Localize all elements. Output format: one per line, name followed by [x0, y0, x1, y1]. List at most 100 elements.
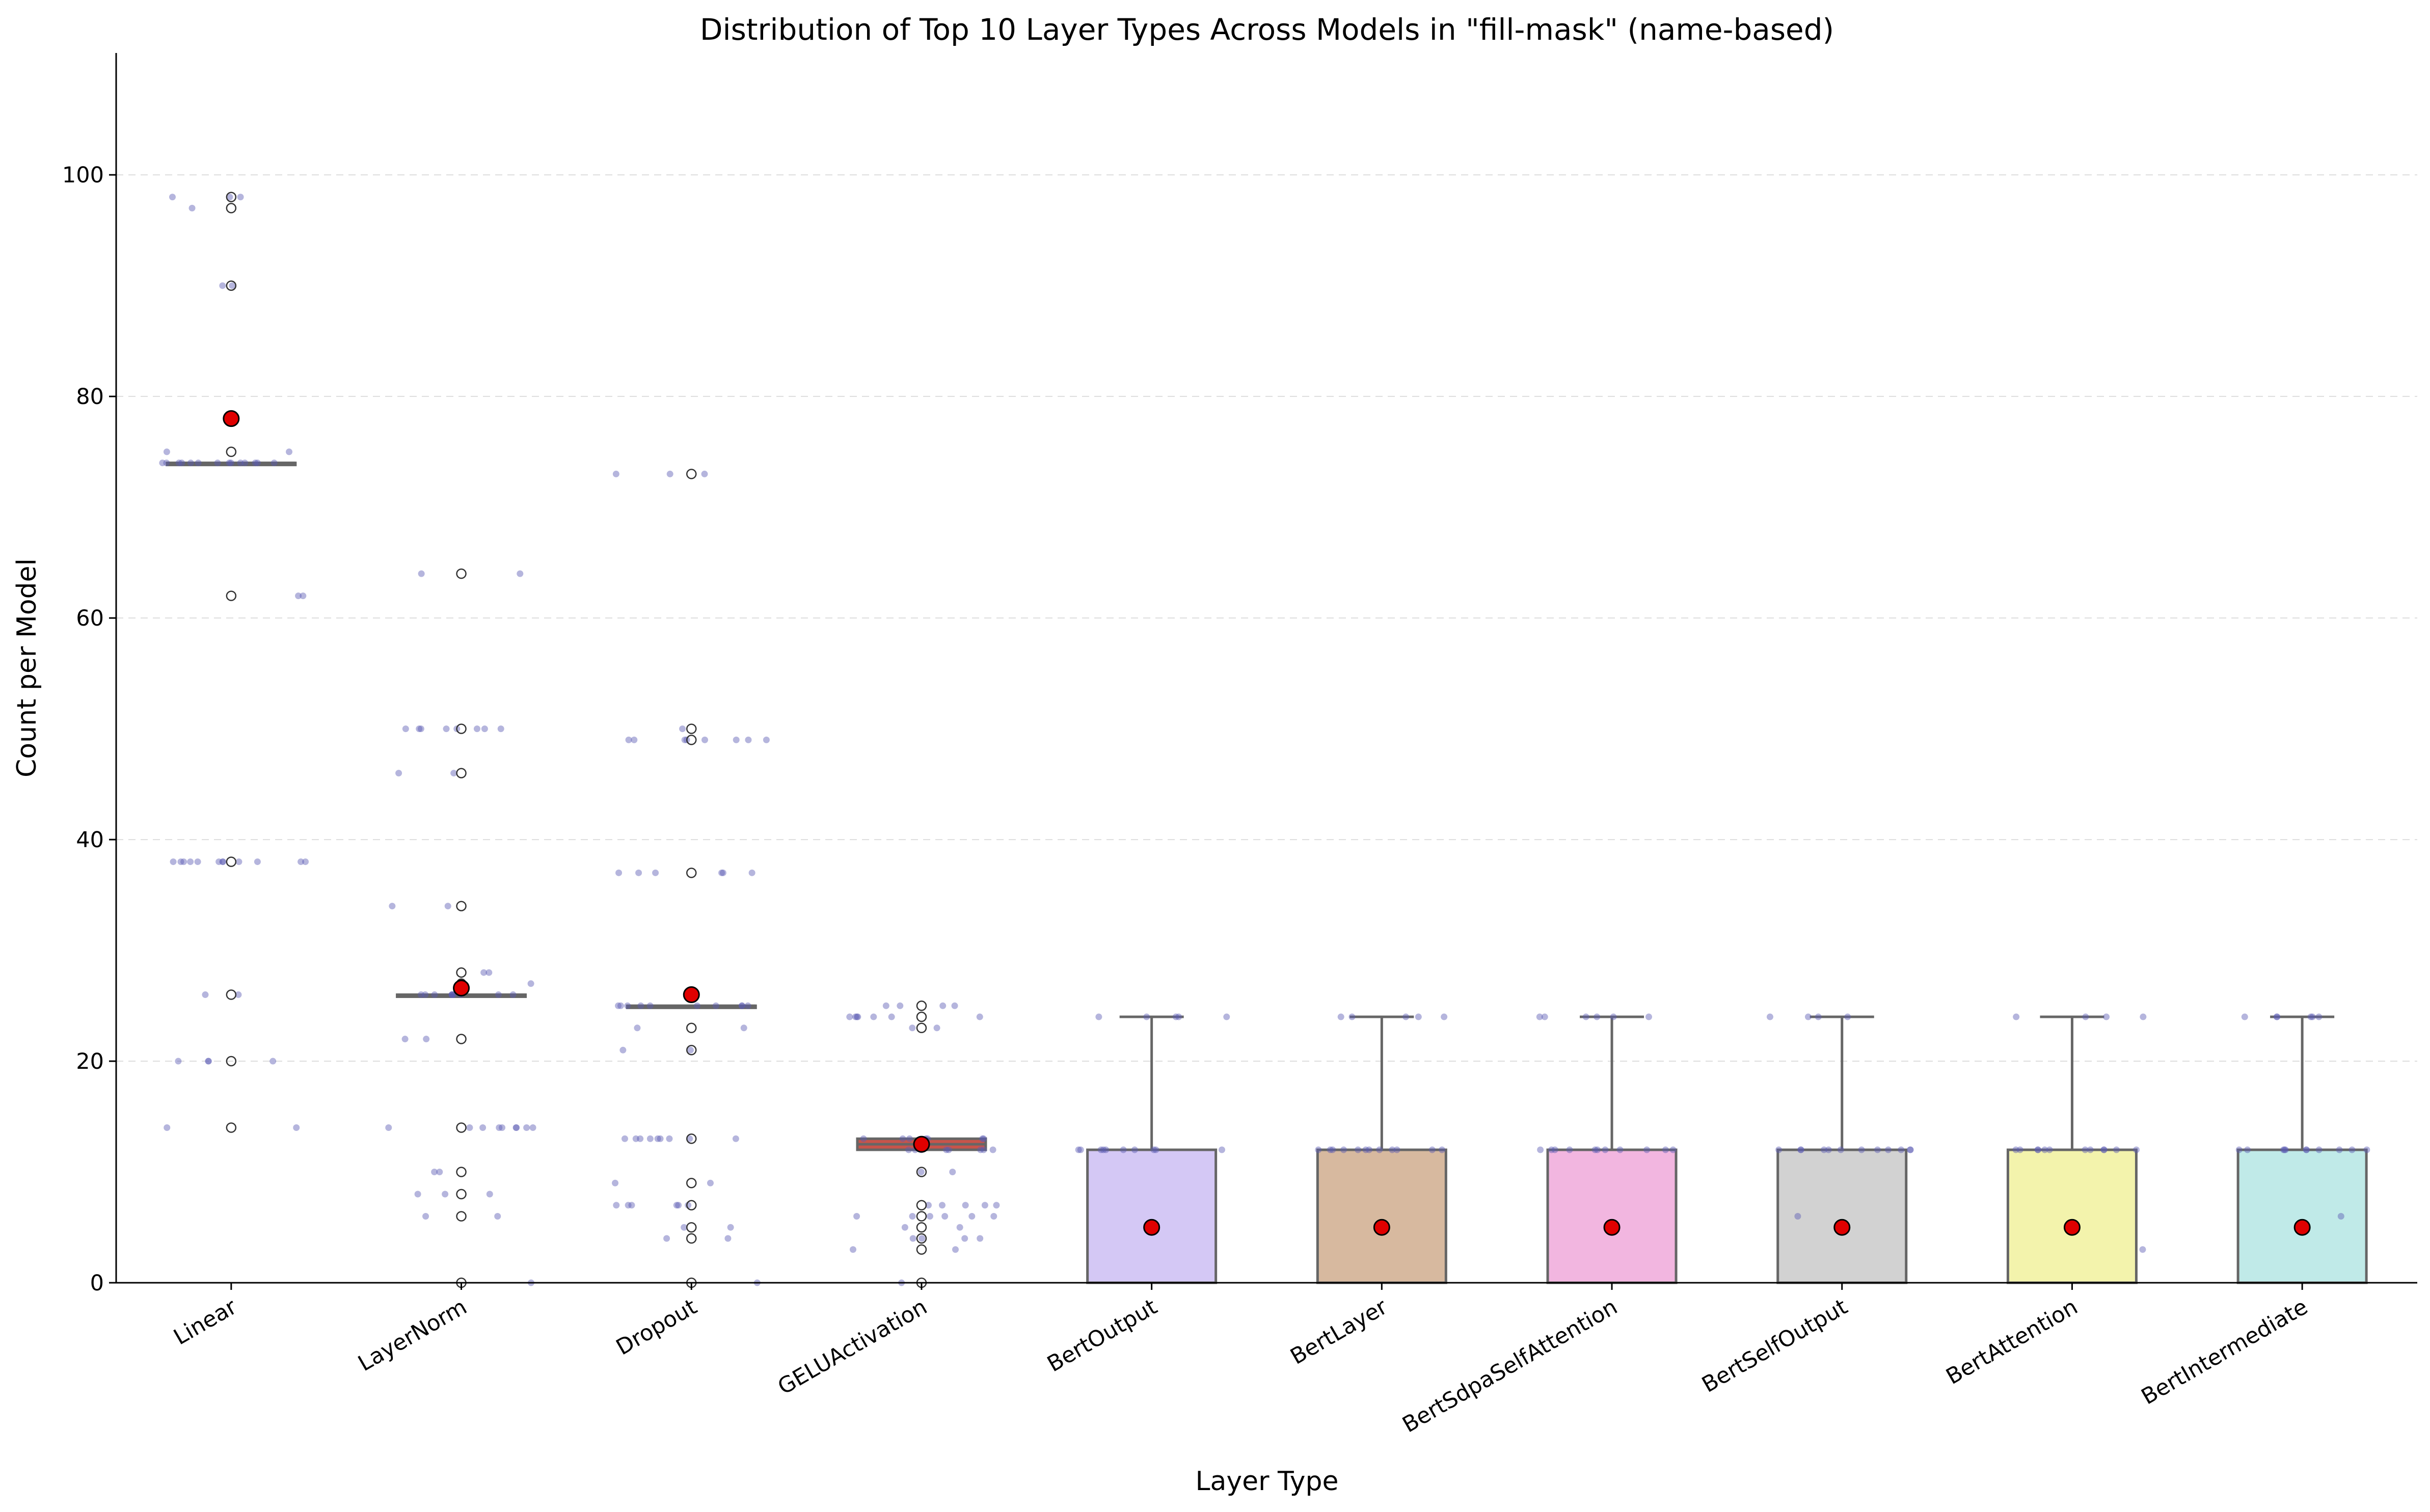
data-point [1097, 1146, 1104, 1153]
data-point [1610, 1013, 1617, 1020]
y-tick-label: 40 [76, 827, 104, 853]
outlier-point [456, 1211, 467, 1222]
data-point [951, 1002, 958, 1009]
data-point [1669, 1146, 1677, 1153]
data-point [295, 592, 302, 600]
data-point [673, 1202, 680, 1209]
data-point [1362, 1146, 1369, 1153]
data-point [1355, 1146, 1362, 1153]
data-point [2082, 1146, 2089, 1153]
data-point [1794, 1213, 1801, 1220]
axes [115, 53, 2417, 1284]
data-point [1551, 1146, 1558, 1153]
data-point [621, 1135, 628, 1142]
data-point [436, 1169, 443, 1176]
x-tick-label: LayerNorm [354, 1294, 471, 1376]
data-point [701, 470, 708, 477]
data-point [1172, 1013, 1179, 1020]
data-point [897, 1002, 904, 1009]
data-point [933, 1024, 940, 1032]
data-point [178, 460, 185, 467]
outlier-point [456, 568, 467, 579]
mean-marker [683, 986, 700, 1004]
data-point [2235, 1146, 2243, 1153]
data-point [1907, 1146, 1914, 1153]
data-point [613, 1202, 620, 1209]
data-point [241, 460, 249, 467]
data-point [1825, 1146, 1832, 1153]
data-point [431, 1169, 438, 1176]
outlier-point [916, 1001, 927, 1011]
data-point [990, 1213, 997, 1220]
data-point [480, 969, 488, 976]
data-point [1548, 1146, 1555, 1153]
data-point [448, 991, 455, 998]
data-point [1804, 1013, 1812, 1020]
data-point [681, 736, 688, 743]
data-point [612, 1179, 619, 1186]
data-point [2315, 1146, 2323, 1153]
y-ticks: 0 20 40 60 80 100 [62, 163, 116, 1296]
x-tick-label: BertAttention [1942, 1294, 2082, 1390]
data-point [989, 1146, 996, 1153]
data-point [939, 1002, 947, 1009]
data-point [727, 1224, 734, 1231]
data-point [718, 869, 725, 876]
data-point [1591, 1146, 1599, 1153]
y-tick-label: 20 [76, 1049, 104, 1074]
box [2006, 1148, 2138, 1284]
data-point [1858, 1146, 1865, 1153]
mean-marker [1603, 1219, 1621, 1236]
data-point [625, 736, 632, 743]
data-point [701, 736, 708, 743]
outlier-point [226, 1056, 237, 1067]
data-point [385, 1124, 392, 1131]
data-point [235, 858, 242, 866]
data-point [1616, 1146, 1624, 1153]
data-point [693, 1002, 700, 1009]
data-point [1844, 1013, 1851, 1020]
data-point [2103, 1013, 2110, 1020]
data-point [1402, 1013, 1410, 1020]
data-point [637, 1135, 644, 1142]
data-point [846, 1013, 853, 1020]
data-point [1152, 1146, 1159, 1153]
data-point [952, 1246, 959, 1253]
box-group-layernorm [385, 568, 536, 1288]
data-point [205, 1058, 212, 1065]
data-point [2363, 1146, 2370, 1153]
data-point [941, 1213, 949, 1220]
data-point [949, 1169, 956, 1176]
data-point [1340, 1146, 1347, 1153]
data-point [389, 903, 396, 910]
data-point [631, 736, 638, 743]
data-point [687, 1046, 694, 1054]
data-point [1541, 1013, 1548, 1020]
data-point [763, 736, 770, 743]
data-point [977, 1146, 984, 1153]
data-point [2303, 1146, 2310, 1153]
outlier-point [916, 1167, 927, 1177]
data-point [302, 858, 309, 866]
outlier-point [686, 868, 697, 878]
data-point [2337, 1213, 2344, 1220]
data-point [2100, 1146, 2108, 1153]
data-point [632, 1135, 639, 1142]
outlier-point [686, 1222, 697, 1233]
data-point [979, 1135, 986, 1142]
data-point [1337, 1013, 1344, 1020]
outlier-point [226, 989, 237, 1000]
data-point [2012, 1146, 2019, 1153]
data-point [938, 1202, 946, 1209]
data-point [712, 1002, 719, 1009]
data-point [401, 1036, 409, 1043]
box [1316, 1148, 1447, 1284]
data-point [418, 570, 425, 577]
data-point [909, 1024, 916, 1032]
data-point [1645, 1013, 1653, 1020]
data-point [1766, 1013, 1773, 1020]
outlier-point [916, 1200, 927, 1211]
data-point [2315, 1013, 2323, 1020]
mean-marker [2063, 1219, 2081, 1236]
outlier-point [686, 1045, 697, 1056]
